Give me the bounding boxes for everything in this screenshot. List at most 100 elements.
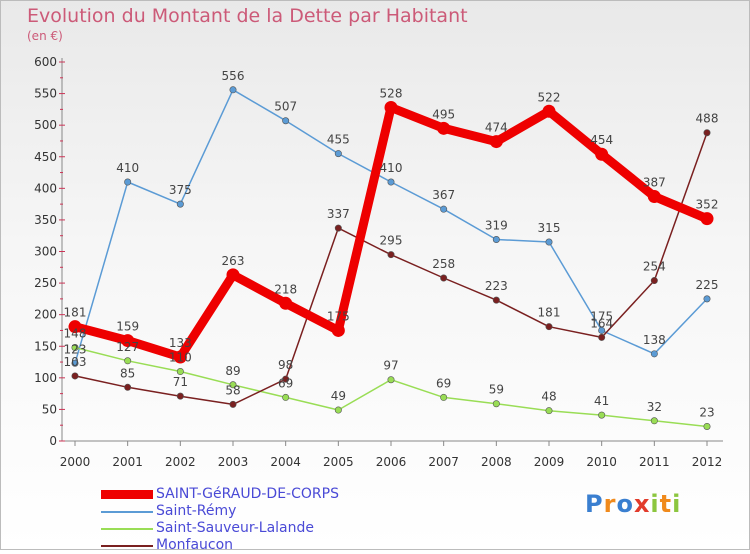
data-point (176, 392, 184, 400)
data-label: 103 (64, 355, 87, 369)
data-label: 32 (647, 400, 662, 414)
data-point (121, 334, 135, 348)
y-tick-label: 200 (34, 308, 57, 322)
data-point (492, 235, 500, 243)
data-label: 522 (538, 90, 561, 104)
data-point (229, 400, 237, 408)
data-point (71, 344, 79, 352)
data-label: 127 (116, 340, 139, 354)
data-point (226, 268, 240, 282)
data-point (334, 406, 342, 414)
chart-legend: SAINT-GéRAUD-DE-CORPS Saint-Rémy Saint-Sau… (101, 486, 339, 554)
data-label: 181 (538, 306, 561, 320)
data-label: 223 (485, 279, 508, 293)
data-point (176, 200, 184, 208)
data-point (440, 393, 448, 401)
data-point (545, 238, 553, 246)
data-point (331, 323, 345, 337)
x-tick-label: 2010 (586, 455, 617, 469)
data-label: 258 (432, 257, 455, 271)
x-tick-label: 2007 (428, 455, 459, 469)
data-label: 263 (222, 254, 245, 268)
x-tick-label: 2012 (692, 455, 723, 469)
y-tick-label: 350 (34, 213, 57, 227)
data-label: 59 (489, 383, 504, 397)
data-label: 474 (485, 121, 508, 135)
data-label: 48 (541, 390, 556, 404)
legend-label: Saint-Sauveur-Lalande (156, 520, 315, 536)
x-tick-label: 2001 (112, 455, 143, 469)
data-point (71, 372, 79, 380)
y-tick-label: 500 (34, 118, 57, 132)
data-label: 319 (485, 218, 508, 232)
data-point (598, 411, 606, 419)
x-tick-label: 2011 (639, 455, 670, 469)
data-label: 225 (696, 278, 719, 292)
data-point (282, 393, 290, 401)
data-point (545, 323, 553, 331)
legend-swatch (101, 527, 153, 530)
data-point (440, 274, 448, 282)
data-point (124, 383, 132, 391)
data-label: 454 (590, 133, 613, 147)
data-label: 254 (643, 260, 666, 274)
data-label: 488 (696, 112, 719, 126)
y-tick-label: 550 (34, 87, 57, 101)
data-point (68, 320, 82, 334)
data-point (647, 190, 661, 204)
data-point (282, 375, 290, 383)
y-tick-label: 600 (34, 55, 57, 69)
proxiti-logo: Proxiti (585, 490, 682, 518)
chart-unit-label: (en €) (27, 29, 63, 43)
data-label: 367 (432, 188, 455, 202)
data-label: 410 (116, 161, 139, 175)
data-label: 175 (327, 309, 350, 323)
data-point (173, 350, 187, 364)
data-point (489, 135, 503, 149)
data-label: 375 (169, 183, 192, 197)
x-tick-label: 2005 (323, 455, 354, 469)
data-point (492, 400, 500, 408)
data-point (176, 368, 184, 376)
data-point (650, 350, 658, 358)
data-label: 218 (274, 282, 297, 296)
legend-swatch (101, 544, 153, 547)
data-label: 69 (436, 376, 451, 390)
data-point (71, 359, 79, 367)
data-label: 387 (643, 176, 666, 190)
data-label: 69 (278, 376, 293, 390)
data-point (598, 333, 606, 341)
data-point (440, 205, 448, 213)
y-tick-label: 150 (34, 339, 57, 353)
data-label: 23 (699, 405, 714, 419)
legend-swatch (101, 490, 153, 499)
data-label: 49 (331, 389, 346, 403)
data-point (229, 86, 237, 94)
legend-item: Saint-Sauveur-Lalande (101, 520, 339, 537)
data-label: 495 (432, 107, 455, 121)
x-tick-label: 2009 (534, 455, 565, 469)
data-label: 455 (327, 133, 350, 147)
data-label: 133 (169, 336, 192, 350)
data-label: 41 (594, 394, 609, 408)
data-label: 164 (590, 316, 613, 330)
data-point (387, 178, 395, 186)
legend-item: SAINT-GéRAUD-DE-CORPS (101, 486, 339, 503)
y-tick-label: 250 (34, 276, 57, 290)
x-tick-label: 2002 (165, 455, 196, 469)
y-tick-label: 400 (34, 181, 57, 195)
y-tick-label: 100 (34, 371, 57, 385)
legend-label: SAINT-GéRAUD-DE-CORPS (156, 486, 339, 502)
data-label: 352 (696, 198, 719, 212)
x-tick-label: 2000 (60, 455, 91, 469)
y-tick-label: 0 (49, 434, 57, 448)
data-label: 85 (120, 366, 135, 380)
legend-label: Saint-Rémy (156, 503, 237, 519)
data-point (703, 295, 711, 303)
data-point (124, 178, 132, 186)
data-point (542, 104, 556, 118)
legend-swatch (101, 510, 153, 513)
data-label: 159 (116, 320, 139, 334)
